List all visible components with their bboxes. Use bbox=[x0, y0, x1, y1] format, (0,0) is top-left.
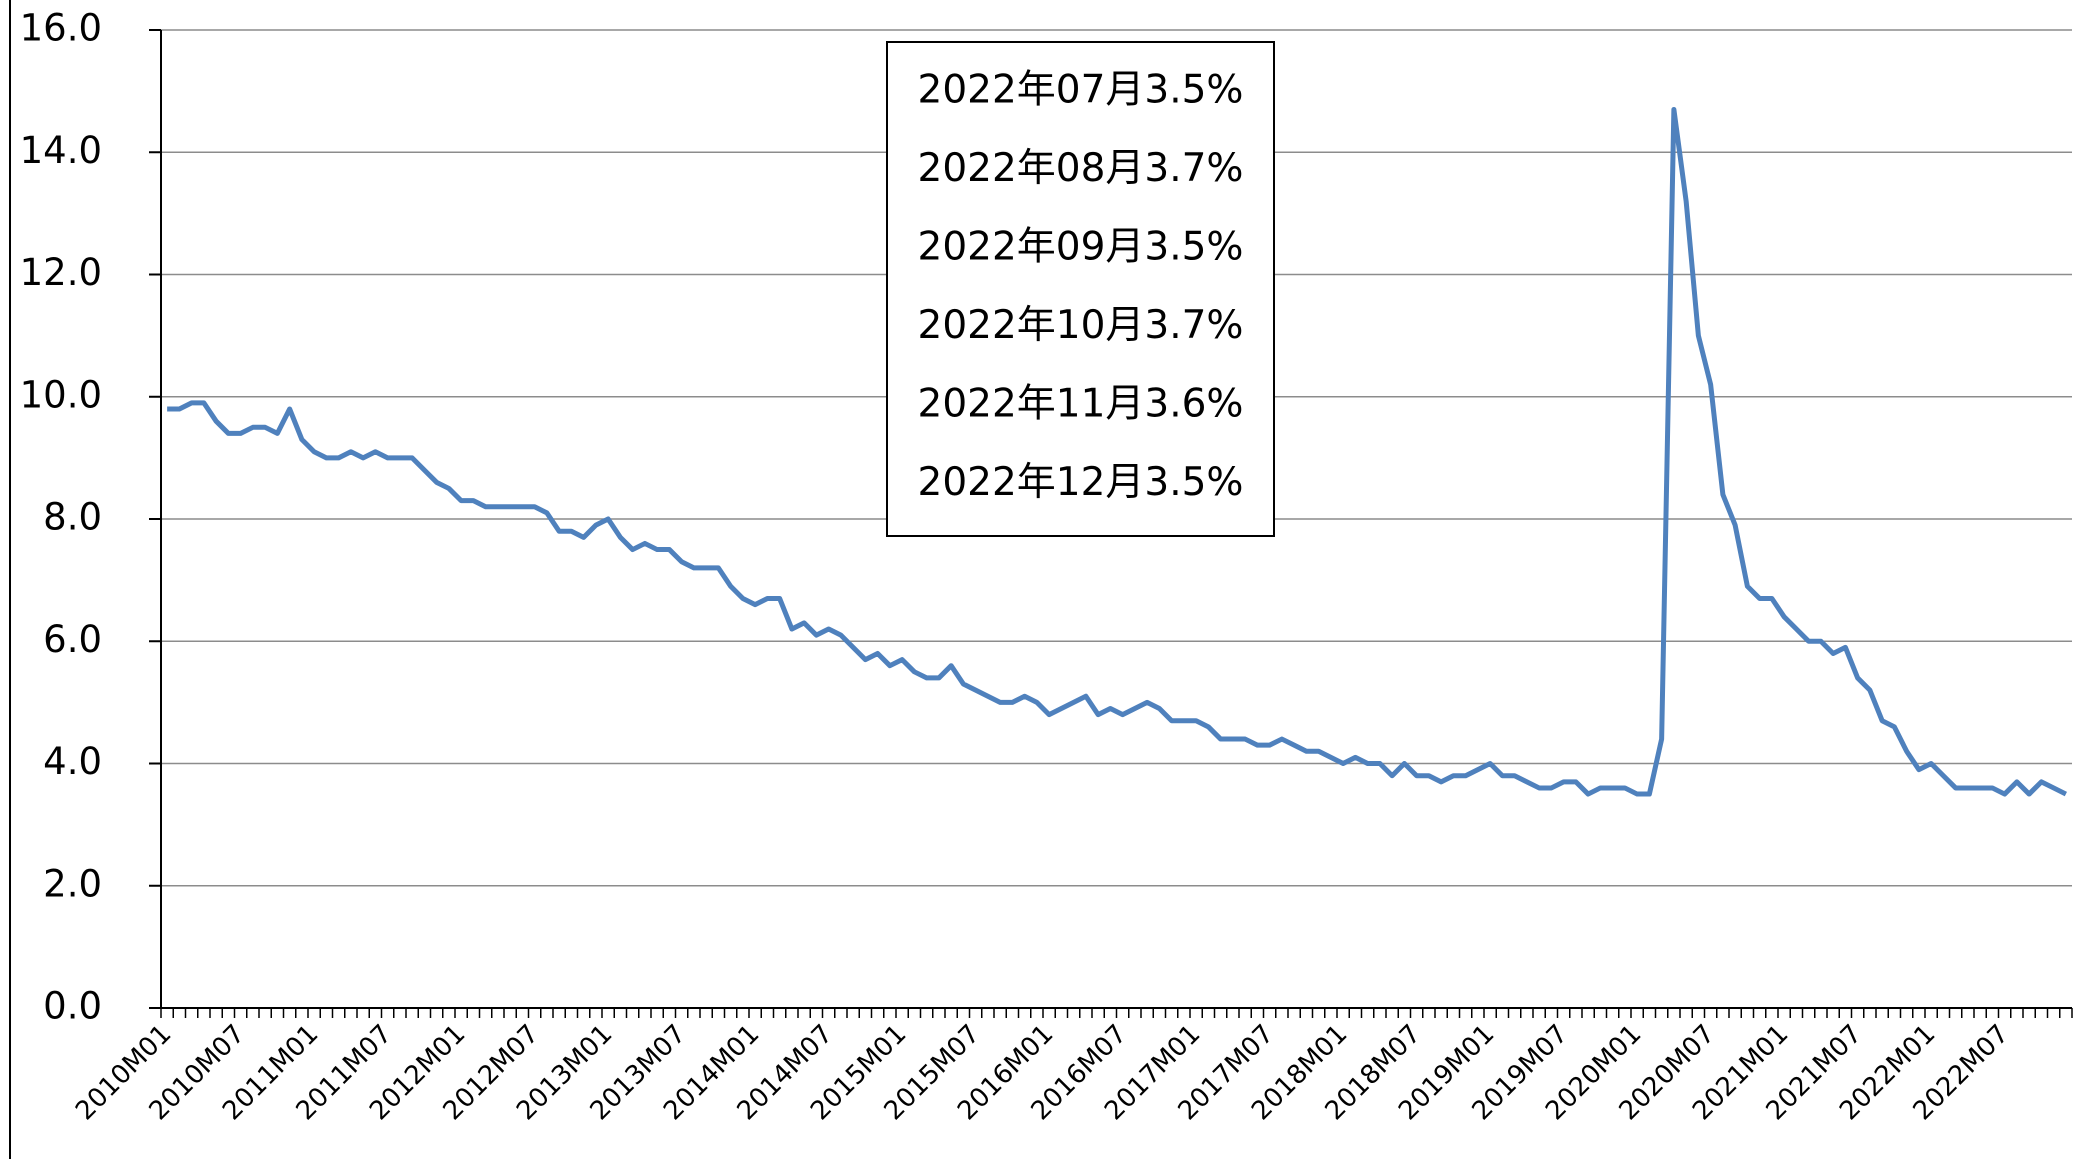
y-tick-label: 10.0 bbox=[20, 373, 102, 416]
data-line bbox=[167, 106, 2067, 797]
y-tick-label: 2.0 bbox=[43, 862, 102, 905]
annotation-text: 2022年12月3.5% bbox=[918, 460, 1244, 505]
annotation-text: 2022年11月3.6% bbox=[918, 382, 1244, 427]
annotation-text: 2022年09月3.5% bbox=[918, 225, 1244, 270]
annotation-text: 2022年08月3.7% bbox=[918, 146, 1244, 191]
annotation-box bbox=[886, 41, 1275, 537]
y-tick-label: 6.0 bbox=[43, 618, 102, 661]
y-tick-label: 8.0 bbox=[43, 496, 102, 539]
y-tick-label: 0.0 bbox=[43, 985, 102, 1028]
y-tick-label: 16.0 bbox=[20, 7, 102, 50]
y-tick-label: 12.0 bbox=[20, 251, 102, 294]
annotation-text: 2022年07月3.5% bbox=[918, 68, 1244, 113]
annotation-text: 2022年10月3.7% bbox=[918, 303, 1244, 348]
y-tick-label: 14.0 bbox=[20, 129, 102, 172]
y-tick-label: 4.0 bbox=[43, 740, 102, 783]
